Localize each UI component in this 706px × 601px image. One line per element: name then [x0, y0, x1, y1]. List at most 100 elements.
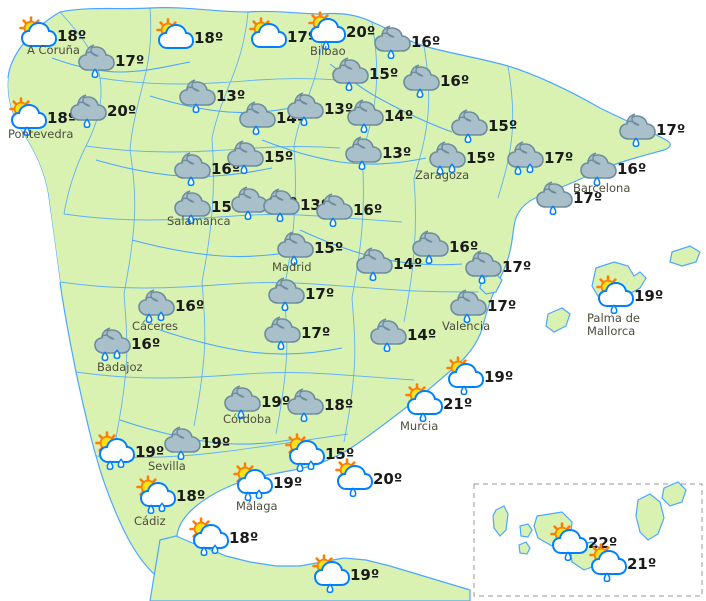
region-border-20 [275, 289, 288, 435]
weather-station-murcia[interactable]: 21º [404, 383, 472, 423]
weather-station-teruel[interactable]: 16º [410, 230, 479, 265]
temperature-label: 16º [449, 237, 479, 256]
cloud-rain-icon [448, 289, 490, 324]
cloud-rain-icon [68, 94, 110, 129]
weather-station-salamanca[interactable]: 15º [172, 190, 240, 225]
weather-station-palencia[interactable]: 13º [285, 92, 353, 127]
weather-station-melilla[interactable]: 19º [311, 554, 380, 594]
weather-station-albacete[interactable]: 14º [368, 318, 436, 353]
weather-station-cordoba[interactable]: 19º [222, 385, 291, 420]
canary-inset-frame [473, 483, 703, 597]
city-label-m-laga: Málaga [236, 499, 278, 513]
weather-station-asturias[interactable]: 17º [248, 17, 317, 54]
weather-station-badajoz[interactable]: 16º [92, 327, 160, 362]
weather-station-toledo[interactable]: 17º [266, 277, 335, 312]
weather-station-navarra[interactable]: 16º [401, 64, 470, 99]
temperature-label: 18º [176, 486, 206, 505]
weather-station-ceuta[interactable]: 18º [189, 517, 259, 557]
sun-cloud-rain2-icon [136, 475, 179, 515]
region-border-6 [497, 65, 514, 199]
temperature-label: 17º [287, 27, 317, 46]
sun-cloud-rain-icon [588, 543, 630, 583]
weather-station-jaen[interactable]: 18º [285, 388, 353, 423]
temperature-label: 16º [440, 71, 470, 90]
region-border-15 [283, 145, 296, 291]
cloud-rain-icon [76, 44, 118, 79]
weather-station-ciudad-real[interactable]: 17º [262, 316, 331, 351]
weather-station-tenerife[interactable]: 22º [549, 522, 617, 562]
sun-cloud-rain-icon [445, 356, 487, 396]
cloud-rain-icon [266, 277, 308, 312]
city-label-bilbao: Bilbao [310, 44, 346, 58]
temperature-label: 21º [627, 554, 657, 573]
weather-station-cadiz[interactable]: 18º [136, 475, 206, 515]
sun-cloud-rain-icon [8, 97, 50, 137]
city-label-mallorca: Mallorca [587, 324, 636, 338]
temperature-label: 14º [384, 106, 414, 125]
temperature-label: 17º [301, 323, 331, 342]
temperature-label: 15º [314, 238, 344, 257]
weather-station-gran-canaria[interactable]: 21º [588, 543, 657, 583]
weather-station-pontevedra[interactable]: 18º [8, 97, 76, 137]
weather-station-huelva[interactable]: 19º [95, 431, 164, 471]
weather-station-huesca[interactable]: 15º [449, 109, 517, 144]
sun-cloud-rain2-icon [233, 462, 276, 502]
temperature-label: 18º [229, 528, 259, 547]
temperature-label: 15º [466, 148, 496, 167]
region-border-13 [123, 149, 136, 295]
weather-station-cantabria[interactable]: 18º [155, 18, 223, 55]
weather-station-cuenca[interactable]: 14º [354, 247, 422, 282]
weather-station-gipuzkoa[interactable]: 16º [372, 25, 440, 60]
weather-station-malaga[interactable]: 19º [233, 462, 302, 502]
weather-station-sevilla[interactable]: 19º [162, 426, 230, 461]
weather-station-palma-mallorca[interactable]: 19º [595, 275, 663, 315]
city-label-sevilla: Sevilla [148, 459, 186, 473]
weather-station-lleida[interactable]: 17º [505, 141, 573, 176]
weather-station-bilbao[interactable]: 20º [307, 11, 376, 51]
weather-station-rioja[interactable]: 14º [345, 99, 414, 134]
region-border-19 [193, 281, 206, 427]
temperature-label: 18º [57, 26, 87, 45]
sun-cloud-icon [248, 17, 290, 54]
weather-station-zamora[interactable]: 16º [172, 152, 240, 187]
sun-cloud-rain2-icon [189, 517, 232, 557]
weather-station-zaragoza[interactable]: 15º [427, 141, 496, 176]
temperature-label: 19º [350, 565, 380, 584]
cloud-rain-icon [285, 388, 327, 423]
weather-station-madrid[interactable]: 15º [275, 231, 344, 266]
weather-station-barcelona[interactable]: 16º [578, 152, 646, 187]
temperature-label: 19º [261, 392, 291, 411]
region-border-2 [211, 11, 249, 139]
weather-station-almeria[interactable]: 20º [334, 458, 402, 498]
region-border-16 [351, 153, 364, 299]
region-border-8 [85, 145, 341, 153]
weather-station-tarragona[interactable]: 17º [534, 181, 602, 216]
weather-station-a-coruna[interactable]: 18º [18, 16, 87, 53]
temperature-label: 17º [305, 284, 335, 303]
region-border-10 [59, 281, 479, 293]
weather-station-castellon[interactable]: 17º [463, 250, 531, 285]
weather-station-alicante[interactable]: 19º [445, 356, 514, 396]
sun-cloud-rain-icon [307, 11, 349, 51]
island-la-gomera [519, 523, 533, 538]
weather-station-caceres[interactable]: 16º [136, 289, 204, 324]
weather-station-burgos[interactable]: 14º [237, 101, 305, 136]
weather-station-girona[interactable]: 17º [617, 113, 685, 148]
temperature-label: 19º [484, 367, 514, 386]
cloud-rain-icon [449, 109, 491, 144]
weather-station-guadalajara[interactable]: 16º [314, 193, 382, 228]
weather-station-valladolid[interactable]: 15º [225, 140, 293, 175]
ibiza-island [545, 307, 571, 333]
weather-station-galicia-north[interactable]: 17º [76, 44, 144, 79]
weather-station-soria[interactable]: 13º [343, 136, 411, 171]
region-border-7 [99, 77, 339, 85]
weather-station-leon[interactable]: 13º [177, 79, 245, 114]
weather-station-granada[interactable]: 15º [285, 433, 354, 473]
river-7 [159, 329, 343, 355]
weather-station-valencia[interactable]: 17º [448, 289, 516, 324]
weather-station-ourense[interactable]: 20º [68, 94, 136, 129]
region-border-21 [343, 297, 356, 443]
temperature-label: 20º [346, 22, 376, 41]
weather-station-alava[interactable]: 15º [330, 57, 398, 92]
